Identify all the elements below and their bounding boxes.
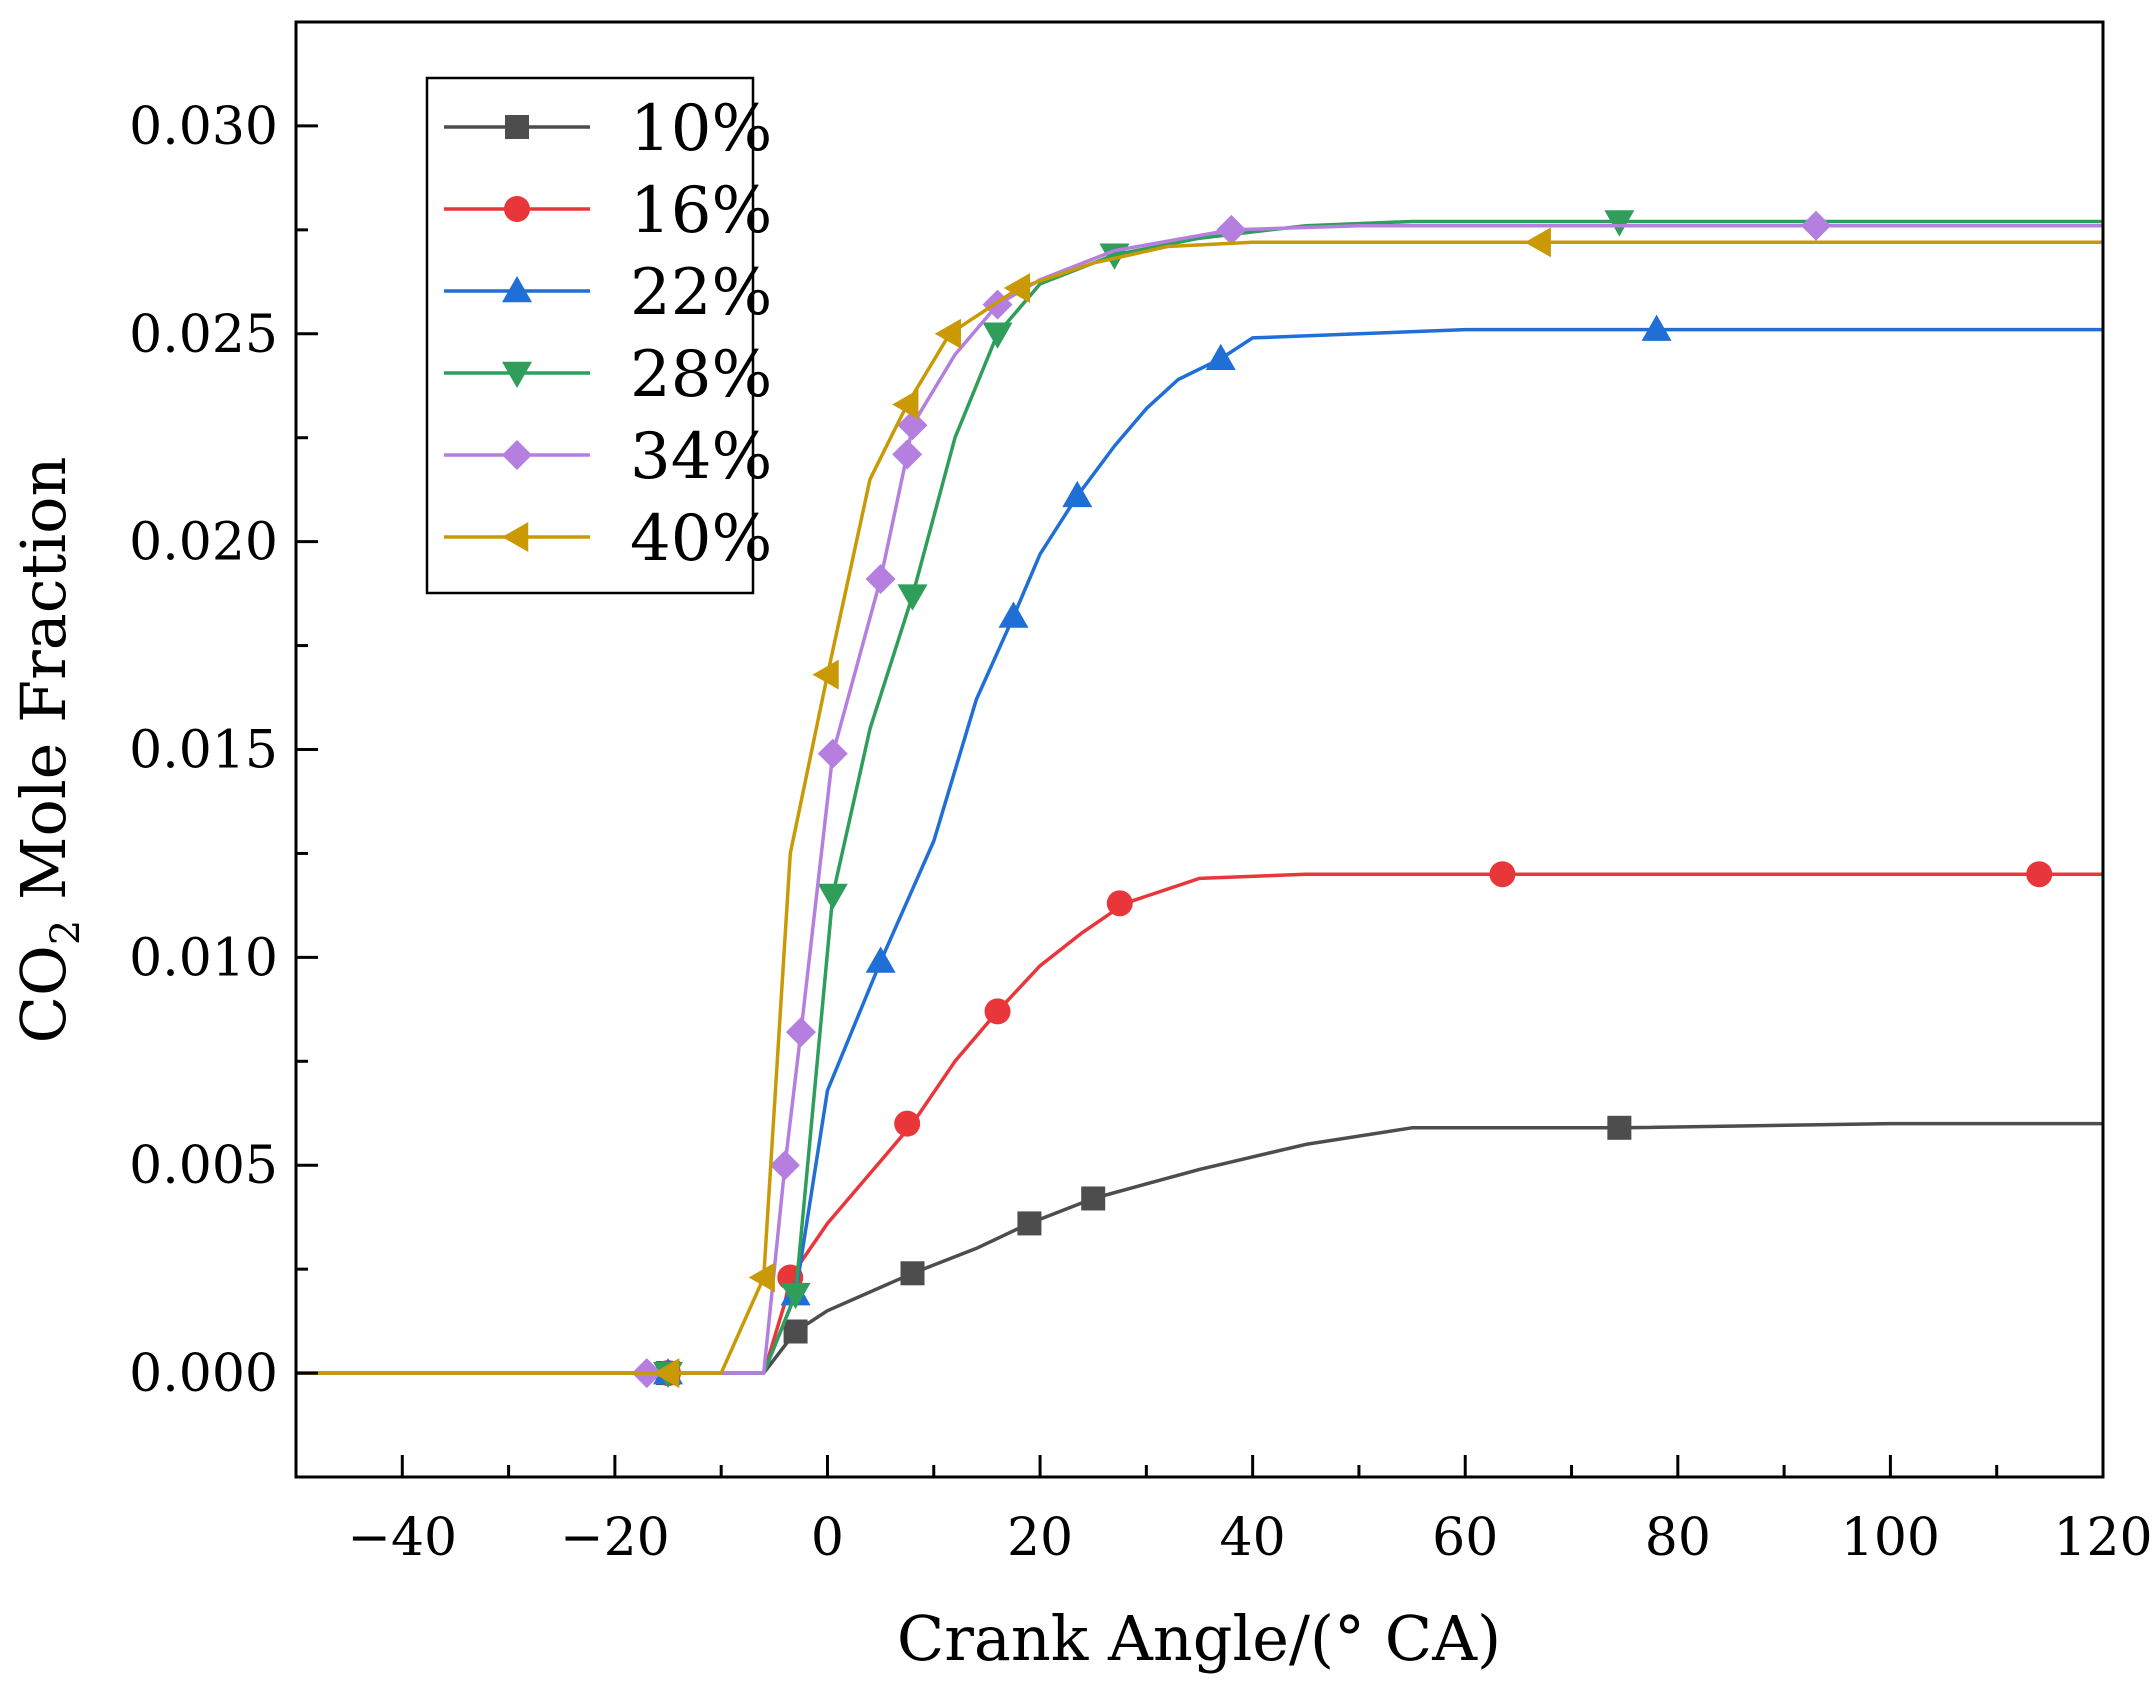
legend-box xyxy=(425,76,755,595)
data-point xyxy=(892,389,919,420)
y-axis-title: CO2 Mole Fraction xyxy=(7,457,89,1044)
legend-label: 40% xyxy=(630,502,772,576)
legend-label: 22% xyxy=(630,256,772,330)
data-point xyxy=(865,564,896,595)
data-point xyxy=(1003,273,1031,304)
legend-marker xyxy=(504,196,530,222)
data-point xyxy=(1524,227,1551,258)
legend-item: 40% xyxy=(444,502,772,576)
y-tick-label: 0.000 xyxy=(129,1344,278,1404)
x-tick-label: 0 xyxy=(811,1508,844,1568)
data-point xyxy=(817,883,848,910)
data-point xyxy=(1641,314,1672,341)
x-tick-label: 120 xyxy=(2053,1508,2152,1568)
x-tick-label: 60 xyxy=(1432,1508,1498,1568)
x-tick-label: 40 xyxy=(1220,1508,1286,1568)
legend-label: 16% xyxy=(630,174,772,248)
legend-item: 22% xyxy=(444,256,772,330)
data-point xyxy=(1801,210,1832,241)
data-point xyxy=(894,1110,921,1137)
data-point xyxy=(934,318,961,349)
x-tick-label: 80 xyxy=(1645,1508,1711,1568)
x-tick-label: 20 xyxy=(1007,1508,1073,1568)
data-point xyxy=(769,1150,800,1181)
y-axis-title-subscript: 2 xyxy=(43,920,89,945)
data-point xyxy=(785,1017,816,1048)
legend-item: 34% xyxy=(444,420,772,494)
x-tick-label: −20 xyxy=(560,1508,670,1568)
data-point xyxy=(1106,890,1133,917)
legend-marker xyxy=(502,440,532,470)
series-layer xyxy=(296,210,2103,1389)
legend: 10% 16% 22% 28% 34% 40% xyxy=(425,76,772,595)
data-point xyxy=(897,584,928,611)
y-tick-label: 0.020 xyxy=(129,513,278,573)
legend-marker xyxy=(502,276,532,303)
legend-label: 28% xyxy=(630,338,772,412)
y-axis-title-main: CO xyxy=(7,945,80,1043)
data-point xyxy=(817,738,848,769)
data-point xyxy=(1607,1115,1632,1140)
data-point xyxy=(1604,210,1635,237)
data-point xyxy=(1205,343,1236,370)
series-line xyxy=(296,240,2103,1375)
series-34pct xyxy=(296,210,2103,1389)
y-tick-label: 0.010 xyxy=(129,928,278,988)
data-point xyxy=(780,1282,811,1310)
y-axis: 0.000 0.005 0.010 0.015 0.020 0.025 0.030 xyxy=(129,20,318,1479)
x-tick-label: −40 xyxy=(347,1508,457,1568)
data-point xyxy=(1216,214,1247,245)
legend-marker xyxy=(505,115,529,139)
data-point xyxy=(984,998,1011,1025)
x-tick-label: 100 xyxy=(1841,1508,1940,1568)
y-axis-title-rest: Mole Fraction xyxy=(7,457,80,920)
legend-item: 10% xyxy=(444,92,772,166)
y-tick-label: 0.005 xyxy=(129,1136,278,1196)
legend-marker xyxy=(502,361,532,388)
data-point xyxy=(653,1358,680,1389)
data-point xyxy=(892,439,923,470)
x-axis: −40 −20 0 20 40 60 80 100 120 xyxy=(294,1455,2153,1568)
data-point xyxy=(982,322,1013,349)
data-point xyxy=(900,1261,925,1286)
data-point xyxy=(783,1319,808,1344)
legend-item: 28% xyxy=(444,338,772,412)
data-point xyxy=(748,1262,775,1293)
y-tick-label: 0.025 xyxy=(129,305,278,365)
legend-marker xyxy=(502,522,529,552)
data-point xyxy=(812,659,839,690)
data-point xyxy=(865,946,896,973)
data-point xyxy=(2026,861,2053,888)
data-point xyxy=(1081,1186,1106,1211)
y-tick-label: 0.030 xyxy=(129,97,278,157)
data-point xyxy=(998,601,1029,628)
y-tick-label: 0.015 xyxy=(129,721,278,781)
data-point xyxy=(1489,861,1516,888)
data-point xyxy=(897,410,928,441)
legend-label: 34% xyxy=(630,420,772,494)
x-axis-title: Crank Angle/(° CA) xyxy=(897,1602,1501,1675)
data-point xyxy=(1017,1211,1042,1236)
legend-item: 16% xyxy=(444,174,772,248)
data-point xyxy=(1062,480,1093,508)
legend-label: 10% xyxy=(630,92,772,166)
series-40pct xyxy=(296,227,2103,1389)
